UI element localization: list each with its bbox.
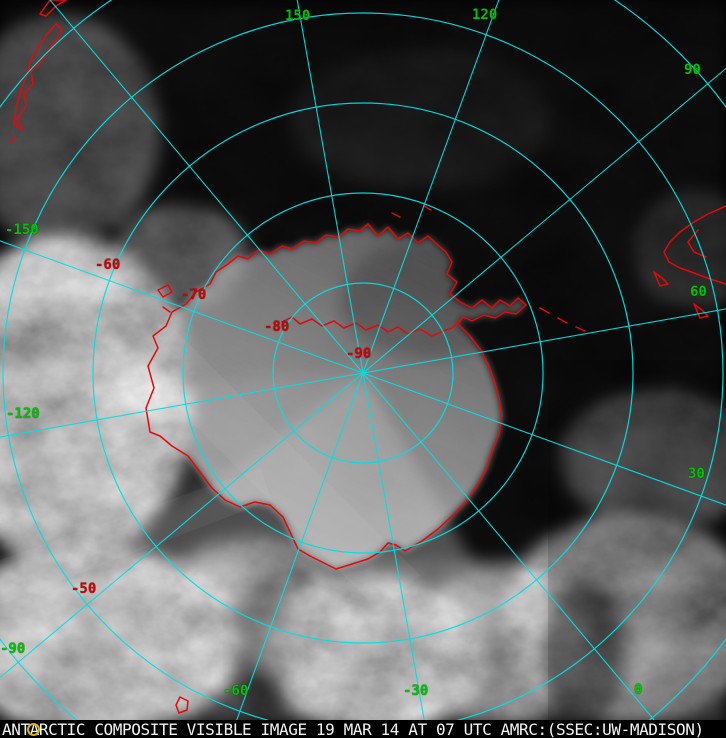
caption-bar: ANTARCTIC COMPOSITE VISIBLE IMAGE 19 MAR… <box>0 720 726 738</box>
cloud-gap-dark <box>545 580 625 730</box>
meridian-90 <box>362 67 726 374</box>
meridian-120 <box>362 0 500 374</box>
offshore-islands <box>157 205 586 714</box>
meridian-30 <box>362 372 726 506</box>
meridian-0 <box>362 372 670 738</box>
ice-shelf-edge <box>281 316 461 337</box>
meridian-60 <box>362 308 726 374</box>
new-zealand-coast <box>9 0 67 143</box>
latitude-ring--80 <box>272 282 454 464</box>
station-marker-icon <box>27 723 40 736</box>
meridian-150 <box>296 0 364 374</box>
coastline-layer <box>9 0 726 714</box>
caption-text: ANTARCTIC COMPOSITE VISIBLE IMAGE 19 MAR… <box>2 719 704 738</box>
meridian--30 <box>362 372 428 738</box>
south-america-coast <box>653 205 726 319</box>
antarctica-coast <box>145 223 527 570</box>
meridian--150 <box>0 240 364 374</box>
meridian--120 <box>0 372 364 438</box>
latitude-ring--60 <box>92 102 634 644</box>
meridian--90 <box>0 372 364 679</box>
latitude-ring--70 <box>182 192 544 554</box>
meridian-180 <box>49 0 364 374</box>
meridian--60 <box>229 372 364 738</box>
